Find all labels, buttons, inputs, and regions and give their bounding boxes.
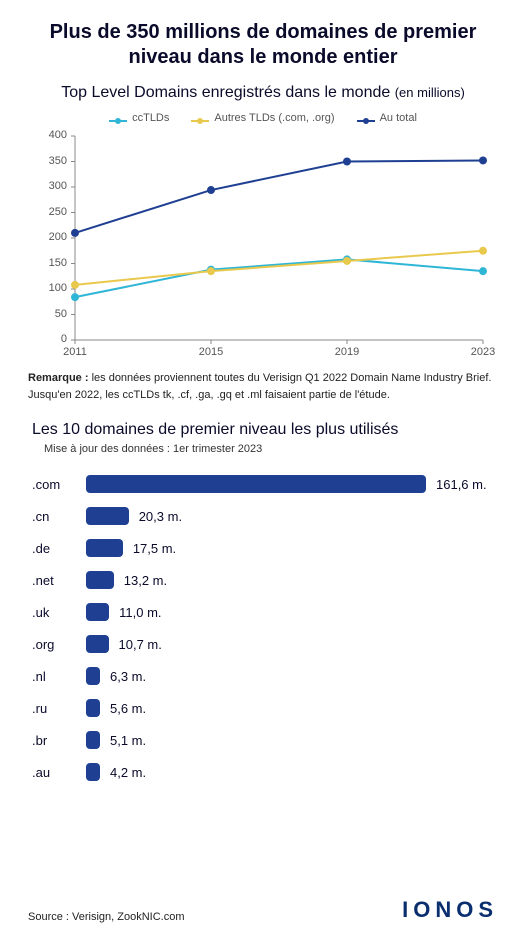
bar-track: 6,3 m. bbox=[86, 667, 502, 685]
y-axis-label: 250 bbox=[37, 206, 67, 218]
bar-value: 5,1 m. bbox=[110, 733, 146, 748]
bar-fill bbox=[86, 699, 100, 717]
bar-track: 17,5 m. bbox=[86, 539, 502, 557]
bar-row: .au 4,2 m. bbox=[32, 757, 502, 787]
bar-track: 13,2 m. bbox=[86, 571, 502, 589]
line-chart: 050100150200250300350400 201120152019202… bbox=[33, 130, 493, 360]
bar-row: .nl 6,3 m. bbox=[32, 661, 502, 691]
bar-label: .de bbox=[32, 541, 86, 556]
bar-label: .uk bbox=[32, 605, 86, 620]
page-title: Plus de 350 millions de domaines de prem… bbox=[24, 20, 502, 70]
bar-row: .net 13,2 m. bbox=[32, 565, 502, 595]
note-text: les données proviennent toutes du Verisi… bbox=[28, 372, 491, 401]
bar-row: .uk 11,0 m. bbox=[32, 597, 502, 627]
line-chart-svg bbox=[33, 130, 493, 360]
bar-label: .org bbox=[32, 637, 86, 652]
bar-track: 4,2 m. bbox=[86, 763, 502, 781]
y-axis-label: 350 bbox=[37, 155, 67, 167]
bar-chart-title: Les 10 domaines de premier niveau les pl… bbox=[32, 421, 502, 439]
y-axis-label: 100 bbox=[37, 282, 67, 294]
bar-label: .nl bbox=[32, 669, 86, 684]
line-chart-legend: ccTLDs Autres TLDs (.com, .org) Au total bbox=[24, 112, 502, 124]
bar-value: 4,2 m. bbox=[110, 765, 146, 780]
y-axis-label: 50 bbox=[37, 308, 67, 320]
bar-chart: .com 161,6 m. .cn 20,3 m. .de 17,5 m. .net 13,2… bbox=[32, 469, 502, 787]
bar-value: 6,3 m. bbox=[110, 669, 146, 684]
bar-row: .cn 20,3 m. bbox=[32, 501, 502, 531]
legend-label: Au total bbox=[380, 112, 417, 124]
line-chart-subtitle: Top Level Domains enregistrés dans le mo… bbox=[24, 84, 502, 102]
legend-swatch bbox=[191, 117, 209, 119]
bar-row: .org 10,7 m. bbox=[32, 629, 502, 659]
bar-row: .br 5,1 m. bbox=[32, 725, 502, 755]
bar-track: 10,7 m. bbox=[86, 635, 502, 653]
bar-fill bbox=[86, 603, 109, 621]
bar-label: .net bbox=[32, 573, 86, 588]
bar-value: 20,3 m. bbox=[139, 509, 182, 524]
bar-fill bbox=[86, 667, 100, 685]
bar-value: 5,6 m. bbox=[110, 701, 146, 716]
legend-swatch bbox=[357, 117, 375, 119]
y-axis-label: 150 bbox=[37, 257, 67, 269]
bar-label: .com bbox=[32, 477, 86, 492]
chart-note: Remarque : les données proviennent toute… bbox=[28, 370, 498, 403]
legend-label: ccTLDs bbox=[132, 112, 169, 124]
subtitle-main: Top Level Domains enregistrés dans le mo… bbox=[61, 84, 395, 101]
legend-item: ccTLDs bbox=[109, 112, 169, 124]
bar-track: 20,3 m. bbox=[86, 507, 502, 525]
series-marker bbox=[479, 267, 487, 275]
series-marker bbox=[343, 158, 351, 166]
series-marker bbox=[71, 293, 79, 301]
bar-value: 11,0 m. bbox=[119, 605, 161, 620]
bar-chart-subtitle: Mise à jour des données : 1er trimester … bbox=[44, 443, 502, 455]
legend-swatch bbox=[109, 117, 127, 119]
legend-item: Au total bbox=[357, 112, 417, 124]
x-axis-label: 2023 bbox=[467, 346, 499, 358]
source-text: Source : Verisign, ZookNIC.com bbox=[28, 911, 185, 923]
bar-label: .cn bbox=[32, 509, 86, 524]
bar-row: .com 161,6 m. bbox=[32, 469, 502, 499]
series-marker bbox=[71, 229, 79, 237]
legend-label: Autres TLDs (.com, .org) bbox=[214, 112, 334, 124]
series-marker bbox=[71, 281, 79, 289]
bar-track: 5,1 m. bbox=[86, 731, 502, 749]
series-line bbox=[75, 251, 483, 285]
note-bold: Remarque : bbox=[28, 372, 92, 384]
x-axis-label: 2019 bbox=[331, 346, 363, 358]
bar-row: .de 17,5 m. bbox=[32, 533, 502, 563]
series-marker bbox=[207, 186, 215, 194]
bar-track: 5,6 m. bbox=[86, 699, 502, 717]
bar-track: 11,0 m. bbox=[86, 603, 502, 621]
bar-value: 17,5 m. bbox=[133, 541, 176, 556]
bar-label: .br bbox=[32, 733, 86, 748]
bar-value: 10,7 m. bbox=[119, 637, 162, 652]
y-axis-label: 0 bbox=[37, 333, 67, 345]
bar-label: .ru bbox=[32, 701, 86, 716]
y-axis-label: 400 bbox=[37, 129, 67, 141]
bar-fill bbox=[86, 635, 109, 653]
bar-label: .au bbox=[32, 765, 86, 780]
bar-fill bbox=[86, 507, 129, 525]
y-axis-label: 200 bbox=[37, 231, 67, 243]
subtitle-paren: (en millions) bbox=[395, 85, 465, 100]
ionos-logo: IONOS bbox=[402, 897, 498, 923]
bar-track: 161,6 m. bbox=[86, 475, 502, 493]
series-marker bbox=[479, 247, 487, 255]
series-line bbox=[75, 160, 483, 232]
bar-fill bbox=[86, 731, 100, 749]
x-axis-label: 2015 bbox=[195, 346, 227, 358]
series-marker bbox=[207, 267, 215, 275]
bar-row: .ru 5,6 m. bbox=[32, 693, 502, 723]
bar-fill bbox=[86, 475, 426, 493]
bar-value: 161,6 m. bbox=[436, 477, 487, 492]
x-axis-label: 2011 bbox=[59, 346, 91, 358]
y-axis-label: 300 bbox=[37, 180, 67, 192]
bar-fill bbox=[86, 539, 123, 557]
bar-fill bbox=[86, 763, 100, 781]
series-marker bbox=[479, 156, 487, 164]
series-marker bbox=[343, 257, 351, 265]
bar-fill bbox=[86, 571, 114, 589]
legend-item: Autres TLDs (.com, .org) bbox=[191, 112, 334, 124]
bar-value: 13,2 m. bbox=[124, 573, 167, 588]
